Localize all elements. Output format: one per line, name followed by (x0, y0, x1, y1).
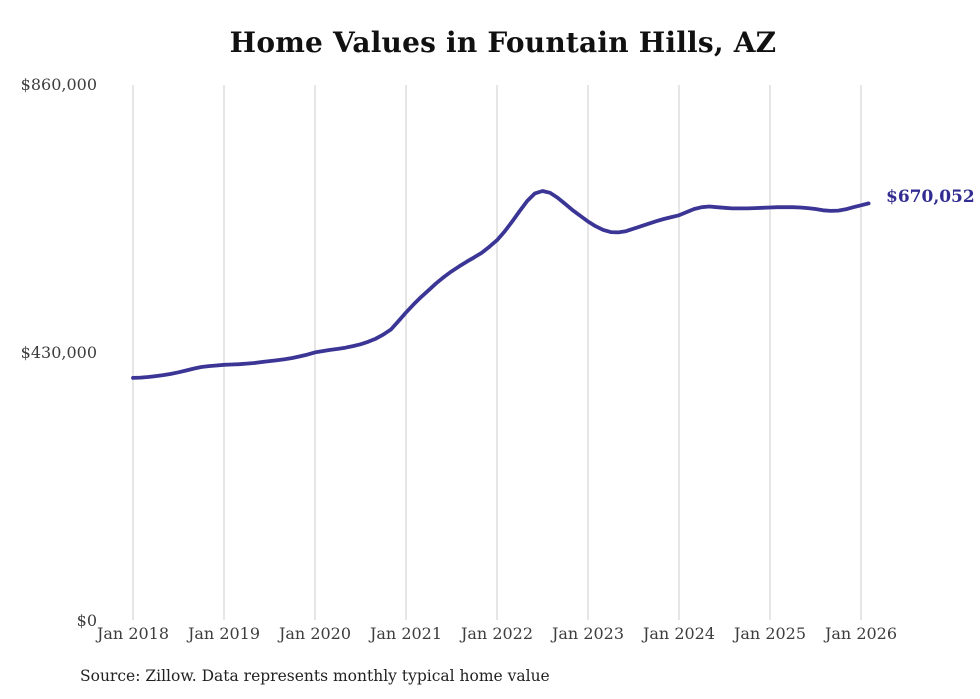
x-tick-label: Jan 2019 (187, 624, 261, 643)
home-value-line-series (131, 189, 871, 380)
y-tick-label: $860,000 (20, 75, 97, 94)
y-tick-label: $0 (76, 611, 97, 630)
x-tick-label: Jan 2025 (733, 624, 807, 643)
x-tick-label: Jan 2022 (460, 624, 534, 643)
x-tick-label: Jan 2024 (642, 624, 716, 643)
source-note: Source: Zillow. Data represents monthly … (80, 667, 550, 685)
x-tick-label: Jan 2020 (278, 624, 352, 643)
x-tick-label: Jan 2018 (96, 624, 170, 643)
x-tick-label: Jan 2026 (824, 624, 898, 643)
x-tick-label: Jan 2021 (369, 624, 443, 643)
latest-value-label: $670,052 (886, 187, 975, 207)
chart-title: Home Values in Fountain Hills, AZ (229, 26, 777, 59)
x-tick-label: Jan 2023 (551, 624, 625, 643)
y-tick-label: $430,000 (20, 343, 97, 362)
